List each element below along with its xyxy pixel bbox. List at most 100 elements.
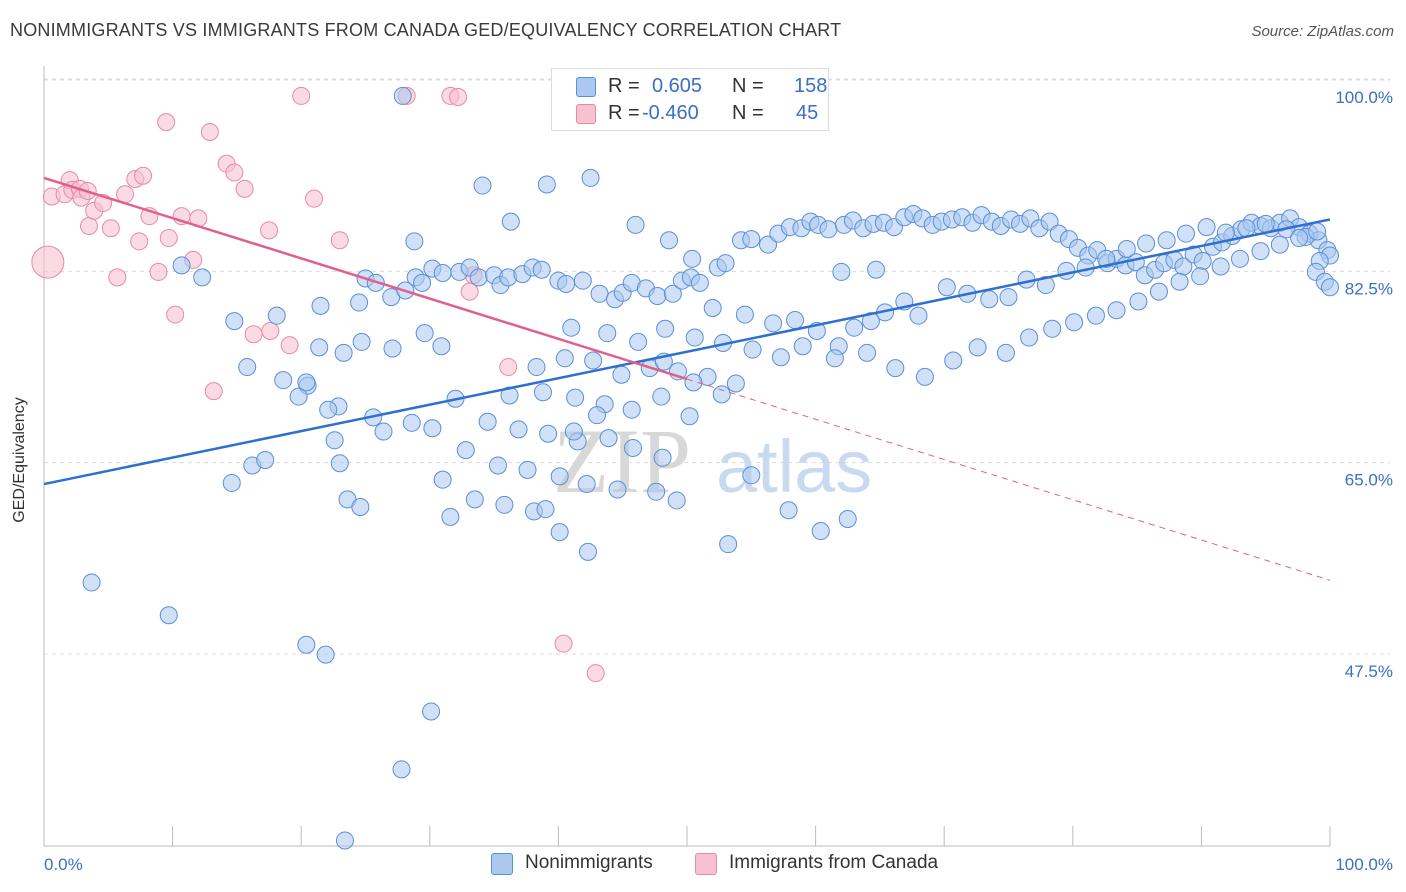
data-point-nonimmigrants: [1270, 235, 1289, 254]
data-point-nonimmigrants: [1157, 231, 1176, 250]
data-point-nonimmigrants: [764, 314, 783, 333]
source-credit: Source: ZipAtlas.com: [1251, 23, 1394, 40]
data-point-nonimmigrants: [578, 542, 597, 561]
data-point-nonimmigrants: [811, 522, 830, 541]
data-point-nonimmigrants: [1321, 278, 1339, 297]
data-point-nonimmigrants: [735, 305, 754, 324]
data-point-nonimmigrants: [325, 431, 344, 450]
data-point-nonimmigrants: [626, 215, 645, 234]
data-point-nonimmigrants: [415, 324, 434, 343]
trend-lines: [43, 176, 1331, 581]
data-point-nonimmigrants: [667, 491, 686, 510]
data-point-immigrants: [130, 232, 149, 251]
data-point-nonimmigrants: [433, 264, 452, 283]
data-point-nonimmigrants: [886, 359, 905, 378]
data-point-nonimmigrants: [980, 290, 999, 309]
data-point-nonimmigrants: [1057, 261, 1076, 280]
data-point-nonimmigrants: [555, 349, 574, 368]
legend-swatch-pink: [576, 104, 596, 124]
data-point-nonimmigrants: [488, 456, 507, 475]
legend-r-label: R =: [608, 102, 640, 124]
y-axis-title: GED/Equivalency: [11, 397, 28, 523]
data-point-nonimmigrants: [274, 371, 293, 390]
data-point-nonimmigrants: [310, 338, 329, 357]
data-point-nonimmigrants: [1107, 301, 1126, 320]
data-point-nonimmigrants: [316, 645, 335, 664]
data-point-nonimmigrants: [566, 388, 585, 407]
data-point-nonimmigrants: [330, 454, 349, 473]
data-point-nonimmigrants: [629, 332, 648, 351]
data-point-nonimmigrants: [742, 466, 761, 485]
data-point-nonimmigrants: [441, 507, 460, 526]
data-point-nonimmigrants: [1170, 272, 1189, 291]
data-point-nonimmigrants: [495, 495, 514, 514]
data-point-immigrants: [159, 229, 178, 248]
data-point-nonimmigrants: [238, 358, 257, 377]
data-point-nonimmigrants: [719, 535, 738, 554]
data-point-nonimmigrants: [392, 760, 411, 779]
data-point-nonimmigrants: [172, 256, 191, 275]
data-point-nonimmigrants: [915, 367, 934, 386]
data-point-nonimmigrants: [968, 338, 987, 357]
data-point-nonimmigrants: [383, 339, 402, 358]
data-point-nonimmigrants: [656, 319, 675, 338]
tick-labels: 100.0% 82.5% 65.0% 47.5% 0.0% 100.0%: [44, 88, 1393, 874]
data-point-nonimmigrants: [82, 573, 101, 592]
data-point-nonimmigrants: [469, 268, 488, 287]
data-point-nonimmigrants: [825, 349, 844, 368]
data-point-nonimmigrants: [500, 386, 519, 405]
data-point-nonimmigrants: [759, 235, 778, 254]
data-point-nonimmigrants: [1251, 242, 1270, 261]
data-point-nonimmigrants: [1065, 313, 1084, 332]
data-point-immigrants: [330, 231, 349, 250]
legend-n-value: 158: [794, 75, 828, 97]
data-point-nonimmigrants: [297, 635, 316, 654]
data-point-nonimmigrants: [413, 273, 432, 292]
data-point-nonimmigrants: [944, 351, 963, 370]
data-point-nonimmigrants: [193, 268, 212, 287]
watermark-atlas: atlas: [716, 425, 872, 508]
legend-r-value: -0.460: [642, 102, 699, 124]
data-point-immigrants: [200, 122, 219, 141]
data-point-nonimmigrants: [562, 318, 581, 337]
data-point-nonimmigrants: [573, 271, 592, 290]
data-point-immigrants: [554, 634, 573, 653]
data-point-nonimmigrants: [225, 312, 244, 331]
data-point-nonimmigrants: [465, 490, 484, 509]
data-point-nonimmigrants: [867, 260, 886, 279]
data-point-nonimmigrants: [577, 475, 596, 494]
data-point-nonimmigrants: [433, 470, 452, 489]
data-point-nonimmigrants: [532, 260, 551, 279]
data-point-nonimmigrants: [996, 343, 1015, 362]
legend-n-label: N =: [732, 102, 764, 124]
data-point-nonimmigrants: [999, 288, 1018, 307]
data-point-nonimmigrants: [623, 438, 642, 457]
data-point-nonimmigrants: [1197, 218, 1216, 237]
data-point-nonimmigrants: [289, 387, 308, 406]
data-point-nonimmigrants: [1040, 212, 1059, 231]
legend-r-value: 0.605: [652, 75, 703, 97]
data-point-nonimmigrants: [909, 306, 928, 325]
data-point-nonimmigrants: [743, 340, 762, 359]
data-point-nonimmigrants: [716, 254, 735, 273]
data-point-nonimmigrants: [838, 510, 857, 529]
data-point-nonimmigrants: [527, 358, 546, 377]
trend-line-immigrants-extension: [686, 378, 1331, 581]
data-point-nonimmigrants: [832, 262, 851, 281]
data-point-nonimmigrants: [690, 273, 709, 292]
data-point-immigrants: [31, 245, 65, 279]
data-point-nonimmigrants: [335, 831, 354, 850]
data-point-nonimmigrants: [684, 373, 703, 392]
data-point-nonimmigrants: [653, 448, 672, 467]
data-point-nonimmigrants: [557, 274, 576, 293]
chart-title: NONIMMIGRANTS VS IMMIGRANTS FROM CANADA …: [10, 20, 842, 40]
data-point-nonimmigrants: [652, 387, 671, 406]
data-point-nonimmigrants: [712, 385, 731, 404]
data-point-nonimmigrants: [423, 419, 442, 438]
data-point-nonimmigrants: [1117, 239, 1136, 258]
data-point-immigrants: [204, 382, 223, 401]
data-point-nonimmigrants: [858, 343, 877, 362]
data-point-nonimmigrants: [422, 702, 441, 721]
data-point-nonimmigrants: [432, 337, 451, 356]
data-point-nonimmigrants: [793, 337, 812, 356]
